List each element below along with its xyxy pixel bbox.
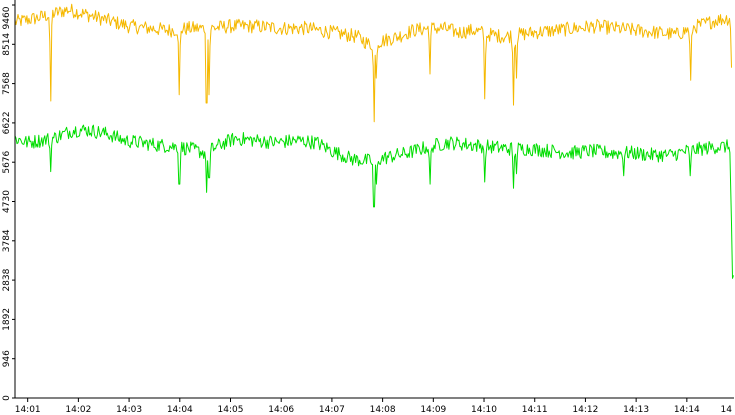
y-tick-label-7: 6622	[2, 111, 12, 134]
y-tick-label-8: 7568	[2, 72, 12, 95]
y-tick-label-6: 5676	[2, 150, 12, 173]
y-tick-label-4: 3784	[2, 229, 12, 252]
x-tick-label-11: 14:12	[572, 405, 598, 415]
y-tick-label-0: 0	[2, 395, 12, 401]
y-tick-label-2: 1892	[2, 308, 12, 331]
x-tick-label-5: 14:06	[268, 405, 294, 415]
y-tick-label-1: 946	[2, 350, 12, 367]
x-tick-label-8: 14:09	[420, 405, 446, 415]
x-tick-label-0: 14:01	[15, 405, 41, 415]
series-layer	[14, 3, 734, 279]
series-line-2	[14, 124, 734, 279]
x-tick-label-10: 14:11	[522, 405, 548, 415]
y-tick-label-10: 9460	[2, 6, 12, 29]
x-tick-label-14: 14	[721, 405, 733, 415]
x-tick-label-3: 14:04	[167, 405, 193, 415]
x-tick-label-2: 14:03	[116, 405, 142, 415]
x-tick-label-6: 14:07	[319, 405, 345, 415]
x-tick-label-1: 14:02	[65, 405, 91, 415]
x-tick-label-13: 14:14	[674, 405, 700, 415]
x-tick-label-12: 14:13	[623, 405, 649, 415]
y-tick-label-3: 2838	[2, 268, 12, 291]
y-tick-label-5: 4730	[2, 190, 12, 213]
y-tick-label-9: 8514	[2, 33, 12, 56]
x-tick-label-7: 14:08	[370, 405, 396, 415]
x-tick-label-9: 14:10	[471, 405, 497, 415]
x-tick-label-4: 14:05	[218, 405, 244, 415]
series-line-1	[14, 3, 732, 123]
